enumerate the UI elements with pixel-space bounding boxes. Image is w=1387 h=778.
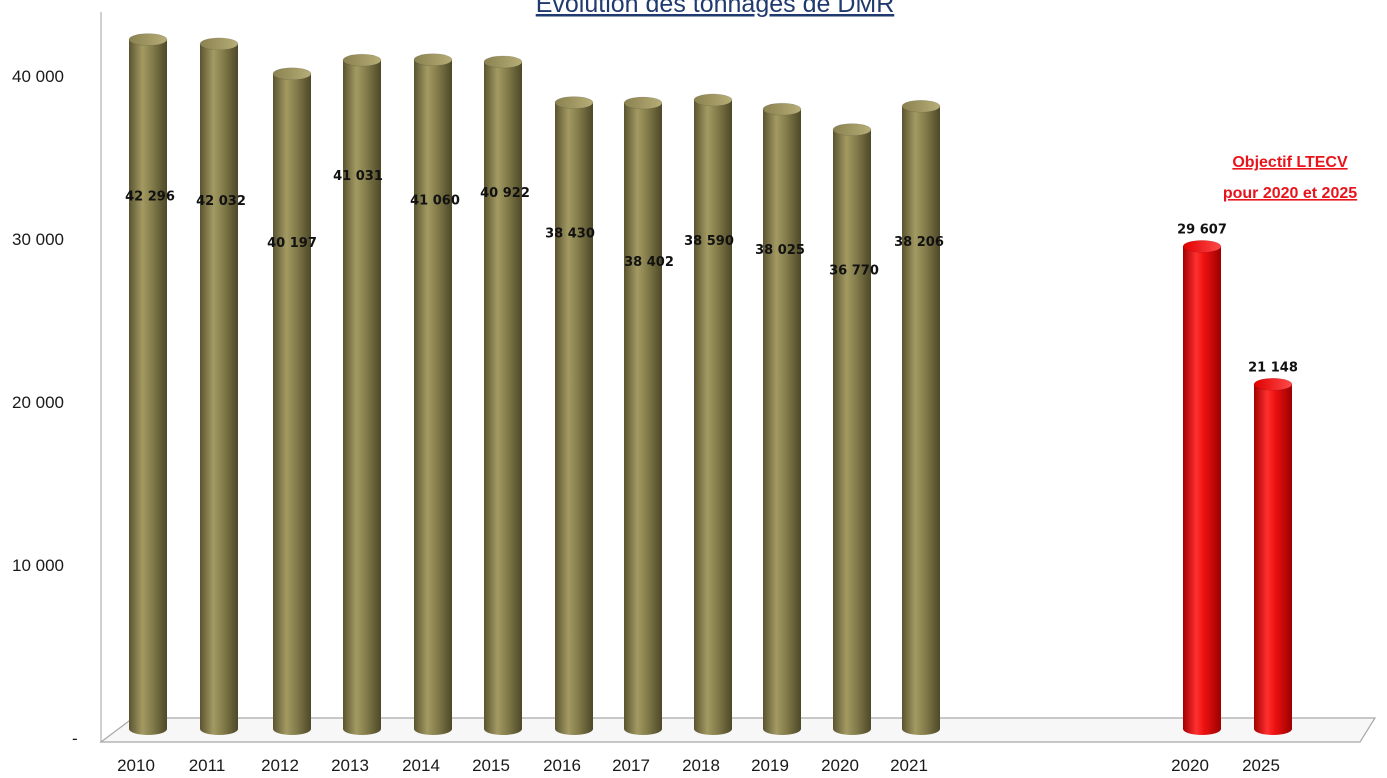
y-tick-label: 20 000 [12, 393, 64, 412]
bar [128, 33, 168, 736]
chart-title: Evolution des tonnages de DMR [536, 0, 895, 18]
objective-bar-body [1183, 246, 1221, 736]
bar-body [694, 99, 732, 735]
bar [413, 53, 453, 736]
objective-bar [1182, 240, 1222, 736]
bar-top [342, 53, 382, 67]
bar-body [763, 109, 801, 735]
bar [693, 93, 733, 735]
data-label: 41 031 [333, 169, 383, 184]
data-label: 21 148 [1248, 360, 1298, 375]
x-tick-label: 2017 [612, 756, 650, 775]
bar [762, 102, 802, 735]
bar [623, 96, 663, 735]
bar [272, 67, 312, 736]
x-tick-label: 2021 [890, 756, 928, 775]
data-label: 40 922 [480, 186, 530, 201]
y-tick-label: 40 000 [12, 67, 64, 86]
y-tick-label: 30 000 [12, 230, 64, 249]
bar-top [413, 53, 453, 67]
bar-top [693, 93, 733, 107]
y-tick-label: 10 000 [12, 556, 64, 575]
objective-bar-top [1182, 240, 1222, 253]
data-label: 41 060 [410, 194, 460, 209]
bar-top [128, 33, 168, 46]
bar-body [343, 60, 381, 735]
bar [832, 123, 872, 736]
bar [342, 53, 382, 735]
bar-body [273, 73, 311, 736]
data-label: 42 032 [196, 194, 246, 209]
x-tick-label: 2019 [751, 756, 789, 775]
x-tick-label: 2010 [117, 756, 155, 775]
x-tick-label: 2015 [472, 756, 510, 775]
x-tick-label: 2011 [189, 756, 226, 775]
x-tick-label: 2025 [1242, 756, 1280, 775]
data-label: 36 770 [829, 264, 879, 279]
bar-body [414, 59, 452, 736]
data-label: 29 607 [1177, 222, 1227, 237]
bar-top [199, 37, 239, 51]
x-tick-label: 2018 [682, 756, 720, 775]
bar-top [762, 102, 802, 116]
x-tick-label: 2020 [821, 756, 859, 775]
bar [901, 99, 941, 736]
x-tick-label: 2012 [261, 756, 299, 775]
data-label: 38 025 [755, 243, 805, 258]
x-tick-label: 2020 [1171, 756, 1209, 775]
data-label: 40 197 [267, 236, 317, 251]
bar-body [129, 39, 167, 736]
data-label: 38 590 [684, 234, 734, 249]
bar-top [832, 123, 872, 136]
bar-body [902, 106, 940, 736]
bar-top [483, 55, 523, 69]
bar [483, 55, 523, 736]
objective-bar-top [1253, 377, 1293, 391]
bar-body [200, 43, 238, 735]
bar [554, 96, 594, 735]
data-label: 42 296 [125, 190, 175, 205]
x-tick-label: 2013 [331, 756, 369, 775]
data-label: 38 402 [624, 255, 674, 270]
objective-label-line2: pour 2020 et 2025 [1223, 185, 1357, 202]
bar-body [555, 102, 593, 735]
objective-label-line1: Objectif LTECV [1232, 154, 1348, 171]
objective-bar [1253, 377, 1293, 735]
bar-body [484, 61, 522, 736]
bar-body [624, 103, 662, 735]
x-tick-label: 2016 [543, 756, 581, 775]
data-label: 38 206 [894, 235, 944, 250]
bar-top [901, 99, 941, 113]
objective-bar-body [1254, 384, 1292, 735]
bar-top [554, 96, 594, 109]
bar-body [833, 129, 871, 736]
bar-top [272, 67, 312, 81]
data-label: 38 430 [545, 227, 595, 242]
bar-top [623, 96, 663, 110]
y-tick-label: - [72, 729, 78, 748]
bar [199, 37, 239, 735]
x-tick-label: 2014 [402, 756, 440, 775]
